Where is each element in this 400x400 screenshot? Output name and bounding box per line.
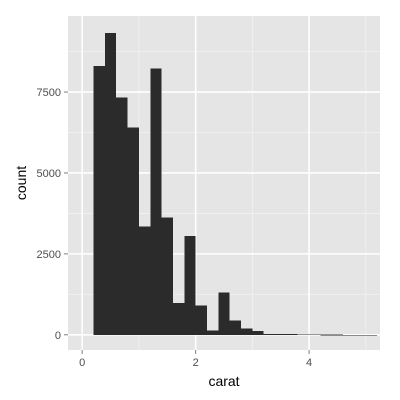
y-tick-label: 2500: [37, 249, 61, 261]
x-tick-label: 4: [306, 357, 312, 369]
histogram-bar: [331, 334, 344, 336]
histogram-bars: [93, 32, 378, 336]
y-axis-ticks: 0 2500 5000 7500: [37, 87, 68, 342]
histogram-bar: [309, 334, 321, 336]
histogram-bar: [161, 217, 173, 335]
histogram-bar: [150, 68, 162, 335]
histogram-bar: [229, 320, 242, 335]
y-tick-label: 5000: [37, 168, 61, 180]
histogram-bar: [252, 331, 264, 335]
histogram-bar: [127, 127, 139, 335]
histogram-bar: [93, 66, 105, 335]
histogram-bar: [184, 236, 196, 335]
histogram-bar: [206, 330, 219, 335]
histogram-bar: [354, 334, 366, 336]
y-tick-label: 7500: [37, 87, 61, 99]
histogram-bar: [365, 334, 378, 336]
x-tick-label: 2: [193, 357, 199, 369]
histogram-bar: [320, 334, 332, 336]
histogram-bar: [116, 97, 128, 335]
x-axis-title: carat: [208, 373, 239, 389]
x-axis-ticks: 0 2 4: [79, 350, 312, 369]
histogram-bar: [286, 334, 298, 335]
x-tick-label: 0: [79, 357, 85, 369]
histogram-bar: [297, 334, 310, 336]
histogram-bar: [241, 328, 253, 335]
histogram-bar: [263, 333, 276, 335]
histogram-bar: [218, 292, 230, 335]
histogram-bar: [104, 32, 117, 335]
histogram-bar: [275, 333, 287, 335]
y-axis-title: count: [13, 166, 29, 200]
histogram-bar: [343, 334, 355, 336]
y-tick-label: 0: [55, 330, 61, 342]
histogram-bar: [172, 303, 185, 335]
histogram-bar: [195, 305, 207, 335]
histogram-bar: [138, 226, 151, 335]
